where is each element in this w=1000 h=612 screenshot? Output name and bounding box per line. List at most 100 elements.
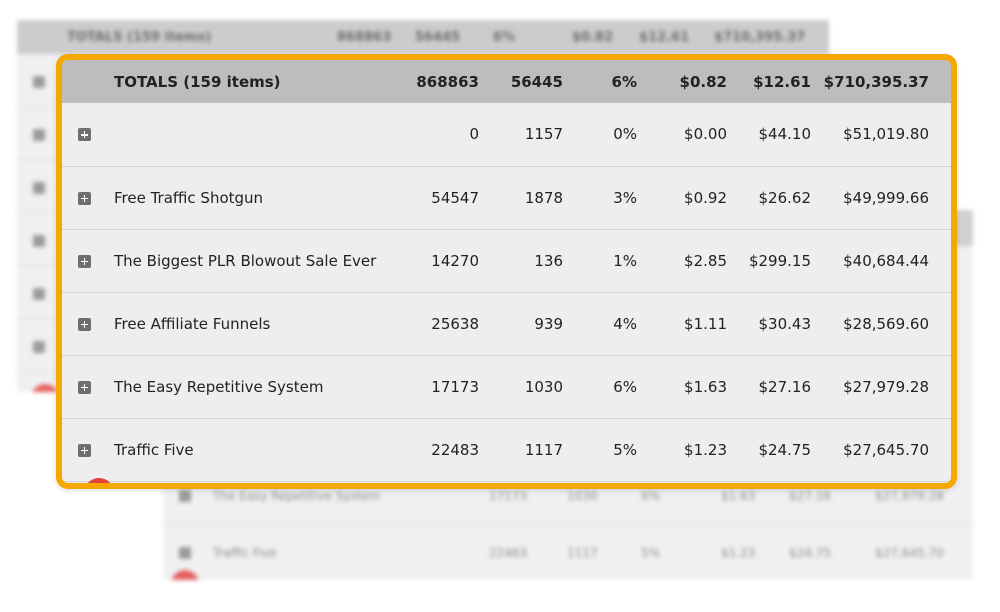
background-expand-icon (33, 76, 45, 88)
background-totals-c3: 6% (493, 30, 516, 45)
background-row-traffic-five: Traffic Five 22483 1117 5% $1.23 $24.75 … (163, 525, 973, 580)
background-row-c4: $1.23 (721, 546, 756, 560)
row-c2: 939 (534, 314, 563, 333)
background-totals-c5: $12.61 (639, 30, 690, 45)
table-row: Free Traffic Shotgun 54547 1878 3% $0.92… (62, 166, 951, 229)
totals-label: TOTALS (159 items) (114, 72, 281, 91)
table-row: Traffic Five 22483 1117 5% $1.23 $24.75 … (62, 418, 951, 481)
background-expand-icon (179, 547, 191, 559)
background-row-c5: $27.16 (789, 489, 831, 503)
row-c5: $27.16 (758, 377, 812, 396)
expand-cell (62, 355, 108, 418)
plus-square-icon[interactable] (78, 254, 91, 268)
row-c2: 1030 (524, 377, 563, 396)
campaign-table: TOTALS (159 items) 868863 56445 6% $0.82… (62, 60, 951, 482)
totals-row: TOTALS (159 items) 868863 56445 6% $0.82… (62, 60, 951, 103)
row-c5: $299.15 (748, 251, 811, 270)
background-row-c6: $27,979.28 (875, 489, 944, 503)
background-row-c2: 1117 (567, 546, 598, 560)
expand-cell (62, 229, 108, 292)
row-name: Free Affiliate Funnels (114, 314, 271, 333)
plus-square-icon[interactable] (78, 317, 91, 331)
table-row: 0 1157 0% $0.00 $44.10 $51,019.80 (62, 103, 951, 166)
row-c4: $1.23 (684, 440, 727, 459)
plus-square-icon[interactable] (78, 128, 91, 142)
background-row-c3: 6% (641, 489, 661, 503)
background-row-easy-repetitive: The Easy Repetitive System 17173 1030 6%… (163, 468, 973, 525)
highlighted-table-frame: TOTALS (159 items) 868863 56445 6% $0.82… (56, 54, 957, 489)
background-row-name: Traffic Five (213, 546, 277, 560)
row-c2: 1878 (524, 188, 563, 207)
row-c1: 25638 (431, 314, 479, 333)
row-c5: $26.62 (758, 188, 812, 207)
row-c3: 4% (613, 314, 637, 333)
row-name: The Easy Repetitive System (114, 377, 324, 396)
row-c1: 17173 (431, 377, 479, 396)
row-c3: 6% (613, 377, 637, 396)
row-name: Traffic Five (114, 440, 194, 459)
background-row-c1: 17173 (489, 489, 528, 503)
background-totals-c4: $0.82 (572, 30, 614, 45)
background-expand-icon (33, 288, 45, 300)
background-row-c5: $24.75 (789, 546, 831, 560)
row-c2: 1117 (524, 440, 563, 459)
table-row: Free Affiliate Funnels 25638 939 4% $1.1… (62, 292, 951, 355)
totals-c4: $0.82 (679, 72, 727, 91)
totals-c2: 56445 (510, 72, 563, 91)
background-totals-c2: 56445 (415, 30, 461, 45)
row-c1: 22483 (431, 440, 479, 459)
plus-square-icon[interactable] (78, 380, 91, 394)
row-c3: 1% (613, 251, 637, 270)
background-red-badge (31, 384, 59, 392)
background-expand-icon (33, 341, 45, 353)
row-c3: 5% (613, 440, 637, 459)
background-expand-icon (33, 182, 45, 194)
row-name: Free Traffic Shotgun (114, 188, 264, 207)
background-row-c2: 1030 (567, 489, 598, 503)
row-c2: 1157 (524, 125, 563, 144)
row-c6: $40,684.44 (843, 251, 929, 270)
row-c5: $30.43 (758, 314, 812, 333)
row-c2: 136 (534, 251, 563, 270)
row-c4: $1.63 (684, 377, 727, 396)
background-row-c3: 5% (641, 546, 661, 560)
background-row-name: The Easy Repetitive System (213, 489, 381, 503)
row-c6: $51,019.80 (843, 125, 929, 144)
background-totals-row: TOTALS (159 items) 868863 56445 6% $0.82… (17, 20, 829, 54)
row-c4: $0.92 (684, 188, 727, 207)
background-expand-icon (179, 490, 191, 502)
row-c4: $0.00 (684, 125, 727, 144)
totals-c3: 6% (611, 72, 637, 91)
row-name: The Biggest PLR Blowout Sale Ever (114, 251, 377, 270)
background-expand-icon (33, 235, 45, 247)
background-row-c4: $1.63 (721, 489, 756, 503)
expand-cell (62, 292, 108, 355)
row-c6: $49,999.66 (843, 188, 929, 207)
background-red-badge (171, 570, 199, 580)
background-row-c6: $27,645.70 (875, 546, 944, 560)
plus-square-icon[interactable] (78, 443, 91, 457)
expand-cell (62, 418, 108, 481)
row-c6: $27,645.70 (843, 440, 929, 459)
row-c3: 3% (613, 188, 637, 207)
row-c1: 0 (469, 125, 479, 144)
row-c5: $24.75 (758, 440, 812, 459)
totals-c1: 868863 (416, 72, 479, 91)
table-row: The Biggest PLR Blowout Sale Ever 14270 … (62, 229, 951, 292)
totals-expand-cell (62, 60, 108, 103)
row-name (108, 103, 387, 166)
row-c6: $27,979.28 (843, 377, 929, 396)
totals-c5: $12.61 (753, 72, 811, 91)
red-badge (84, 478, 114, 483)
row-c1: 14270 (431, 251, 479, 270)
totals-c6: $710,395.37 (823, 72, 929, 91)
row-c4: $1.11 (684, 314, 727, 333)
background-totals-c6: $710,395.37 (714, 30, 806, 45)
background-totals-label: TOTALS (159 items) (67, 30, 212, 45)
row-c6: $28,569.60 (843, 314, 929, 333)
row-c1: 54547 (431, 188, 479, 207)
row-c3: 0% (613, 125, 637, 144)
background-expand-icon (33, 129, 45, 141)
plus-square-icon[interactable] (78, 191, 91, 205)
table-row: The Easy Repetitive System 17173 1030 6%… (62, 355, 951, 418)
